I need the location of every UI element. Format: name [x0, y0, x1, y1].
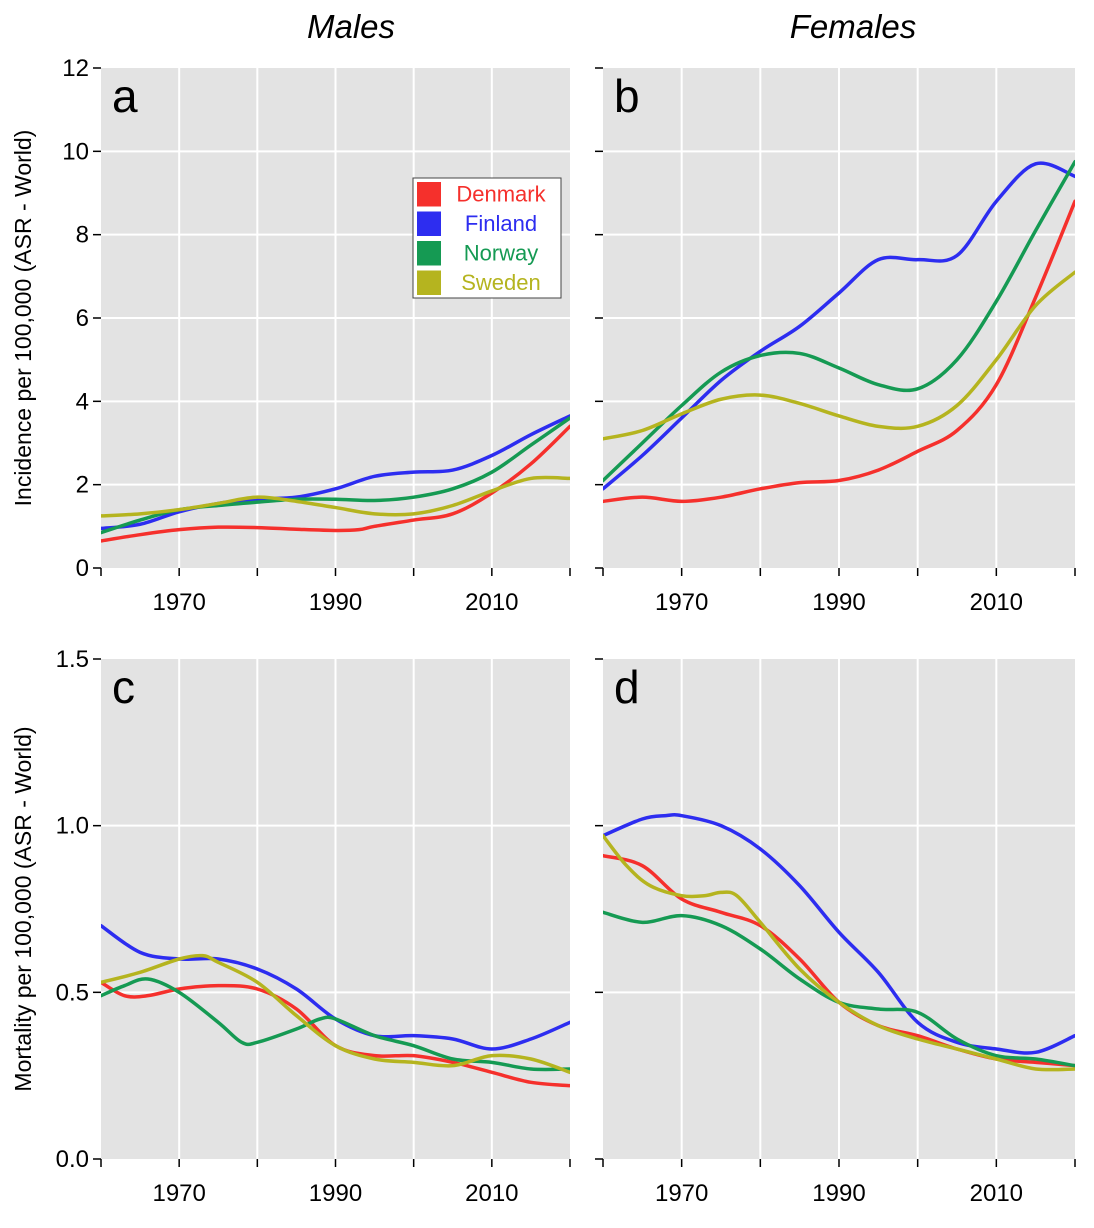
- series-lines: [101, 414, 570, 543]
- x-tick-label: 1970: [152, 1180, 205, 1207]
- series-lines: [101, 923, 570, 1088]
- legend: Denmark Finland Norway Sweden: [412, 177, 562, 299]
- panel-d: 1970 1990 2010 d: [595, 658, 1076, 1207]
- series-line-denmark: [101, 980, 570, 1088]
- panel-letter-c: c: [112, 661, 135, 713]
- series-line-denmark: [101, 424, 570, 543]
- series-line-sweden: [101, 475, 570, 518]
- y-tick-label: 0: [76, 555, 89, 582]
- legend-label-sweden: Sweden: [461, 270, 541, 295]
- y-tick-label: 10: [62, 138, 89, 165]
- x-tick-label: 1990: [309, 589, 362, 616]
- series-line-sweden: [603, 833, 1075, 1072]
- y-axis-title-mortality: Mortality per 100,000 (ASR - World): [10, 726, 36, 1091]
- x-tick-label: 1970: [655, 589, 708, 616]
- legend-swatch-denmark: [417, 182, 441, 207]
- series-line-sweden: [101, 953, 570, 1075]
- series-lines: [603, 813, 1075, 1072]
- legend-swatch-sweden: [417, 270, 441, 295]
- y-tick-label: 12: [62, 55, 89, 82]
- x-tick-label: 1990: [309, 1180, 362, 1207]
- x-tick-label: 1990: [812, 589, 865, 616]
- y-tick-label: 2: [76, 472, 89, 499]
- series-line-finland: [603, 813, 1075, 1055]
- legend-label-finland: Finland: [465, 211, 537, 236]
- series-line-denmark: [603, 199, 1075, 504]
- x-tick-label: 1970: [152, 589, 205, 616]
- x-tick-label: 2010: [970, 589, 1023, 616]
- panel-b: 1970 1990 2010 b: [595, 67, 1076, 616]
- legend-swatch-finland: [417, 211, 441, 236]
- series-line-finland: [101, 414, 570, 531]
- panel-a: 0 2 4 6 8 10 12 1970 1990 2010 a Denmark Finland Norw…: [62, 55, 571, 616]
- y-tick-label: 1.5: [56, 646, 89, 673]
- y-tick-label: 0.5: [56, 979, 89, 1006]
- y-axis-title-incidence: Incidence per 100,000 (ASR - World): [10, 130, 36, 507]
- y-tick-label: 6: [76, 305, 89, 332]
- legend-swatch-norway: [417, 241, 441, 266]
- y-tick-label: 4: [76, 388, 89, 415]
- x-tick-label: 2010: [465, 589, 518, 616]
- panel-c: 0.0 0.5 1.0 1.5 1970 1990 2010 c: [56, 646, 571, 1207]
- legend-label-norway: Norway: [464, 241, 539, 266]
- panel-letter-d: d: [614, 661, 640, 713]
- x-tick-label: 2010: [970, 1180, 1023, 1207]
- x-tick-label: 1970: [655, 1180, 708, 1207]
- x-tick-label: 1990: [812, 1180, 865, 1207]
- panel-letter-a: a: [112, 70, 138, 122]
- y-tick-label: 8: [76, 222, 89, 249]
- x-tick-label: 2010: [465, 1180, 518, 1207]
- y-tick-label: 1.0: [56, 813, 89, 840]
- y-tick-label: 0.0: [56, 1146, 89, 1173]
- panel-letter-b: b: [614, 70, 640, 122]
- series-line-finland: [603, 161, 1075, 491]
- legend-label-denmark: Denmark: [456, 182, 546, 207]
- series-lines: [603, 160, 1075, 504]
- series-line-norway: [603, 160, 1075, 483]
- column-title-females: Females: [790, 8, 917, 45]
- series-line-sweden: [603, 270, 1075, 441]
- column-title-males: Males: [307, 8, 395, 45]
